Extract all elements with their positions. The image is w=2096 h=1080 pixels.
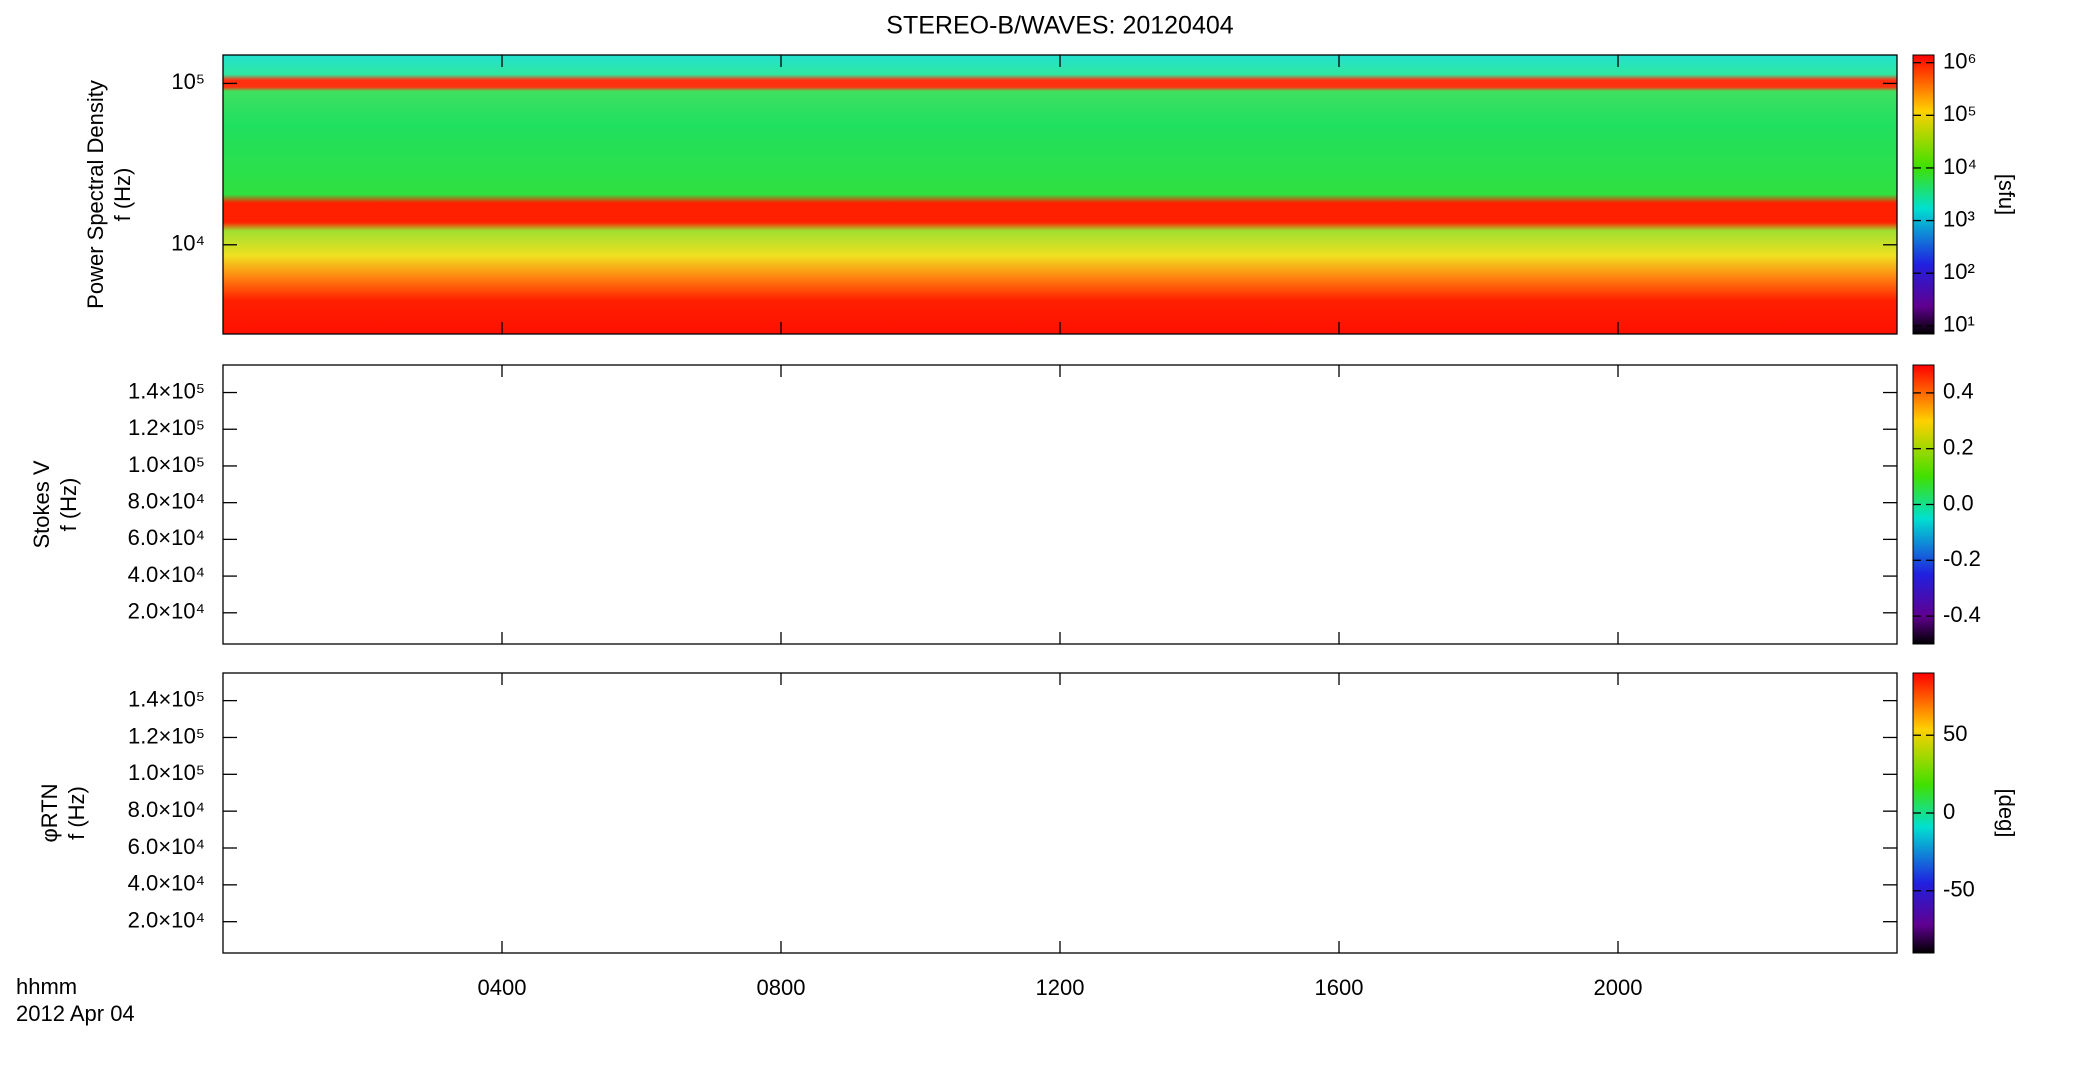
- spectrogram-image: [223, 55, 1897, 334]
- plot-frame: [222, 672, 1898, 954]
- colorbar-tick-label: 0.2: [1943, 435, 1974, 460]
- y-axis-label: φRTN: [37, 783, 62, 842]
- x-tick-label: 1600: [1315, 975, 1364, 1000]
- y-tick-label: 1.0×10⁵: [128, 760, 205, 785]
- y-tick-label: 1.0×10⁵: [128, 452, 205, 477]
- y-tick-label: 6.0×10⁴: [128, 525, 205, 550]
- colorbar: [1912, 54, 1935, 335]
- y-tick-label: 2.0×10⁴: [128, 907, 205, 932]
- y-tick-label: 10⁵: [171, 69, 205, 94]
- colorbar-tick-label: 10²: [1943, 259, 1975, 284]
- colorbar-tick-label: 10⁶: [1943, 49, 1977, 74]
- y-tick-label: 1.4×10⁵: [128, 686, 205, 711]
- y-tick-label: 1.4×10⁵: [128, 378, 205, 403]
- y-axis-label: Stokes V: [29, 460, 54, 548]
- colorbar-tick-label: 10⁵: [1943, 101, 1977, 126]
- colorbar-tick-label: 50: [1943, 721, 1967, 746]
- y-tick-label: 8.0×10⁴: [128, 797, 205, 822]
- y-tick-label: 6.0×10⁴: [128, 834, 205, 859]
- y-tick-label: 4.0×10⁴: [128, 871, 205, 896]
- colorbar-tick-label: -0.4: [1943, 602, 1981, 627]
- plot-frame: [222, 364, 1898, 645]
- y-tick-label: 10⁴: [171, 231, 205, 256]
- colorbar-tick-label: 0: [1943, 799, 1955, 824]
- x-tick-label: 2000: [1594, 975, 1643, 1000]
- colorbar-tick-label: 0.0: [1943, 490, 1974, 515]
- colorbar-tick-label: -0.2: [1943, 546, 1981, 571]
- y-axis-label: f (Hz): [56, 478, 81, 532]
- x-tick-label: 1200: [1036, 975, 1085, 1000]
- y-axis-label: Power Spectral Density: [83, 80, 108, 309]
- colorbar-tick-label: 10⁴: [1943, 154, 1977, 179]
- y-tick-label: 4.0×10⁴: [128, 562, 205, 587]
- y-tick-label: 1.2×10⁵: [128, 415, 205, 440]
- chart-title: STEREO-B/WAVES: 20120404: [886, 12, 1233, 40]
- y-axis-label: f (Hz): [110, 168, 135, 222]
- y-axis-label: f (Hz): [64, 786, 89, 840]
- y-tick-label: 1.2×10⁵: [128, 723, 205, 748]
- colorbar-label: [deg]: [1994, 789, 2019, 838]
- x-tick-label: 0800: [757, 975, 806, 1000]
- colorbar-tick-label: 10³: [1943, 206, 1975, 231]
- colorbar-tick-label: 10¹: [1943, 312, 1975, 337]
- colorbar-label: [sfu]: [1994, 174, 2019, 216]
- y-tick-label: 8.0×10⁴: [128, 488, 205, 513]
- x-axis-label: hhmm: [16, 974, 77, 999]
- x-tick-label: 0400: [478, 975, 527, 1000]
- colorbar-tick-label: 0.4: [1943, 379, 1974, 404]
- y-tick-label: 2.0×10⁴: [128, 599, 205, 624]
- x-axis-label: 2012 Apr 04: [16, 1001, 135, 1026]
- colorbar-tick-label: -50: [1943, 877, 1975, 902]
